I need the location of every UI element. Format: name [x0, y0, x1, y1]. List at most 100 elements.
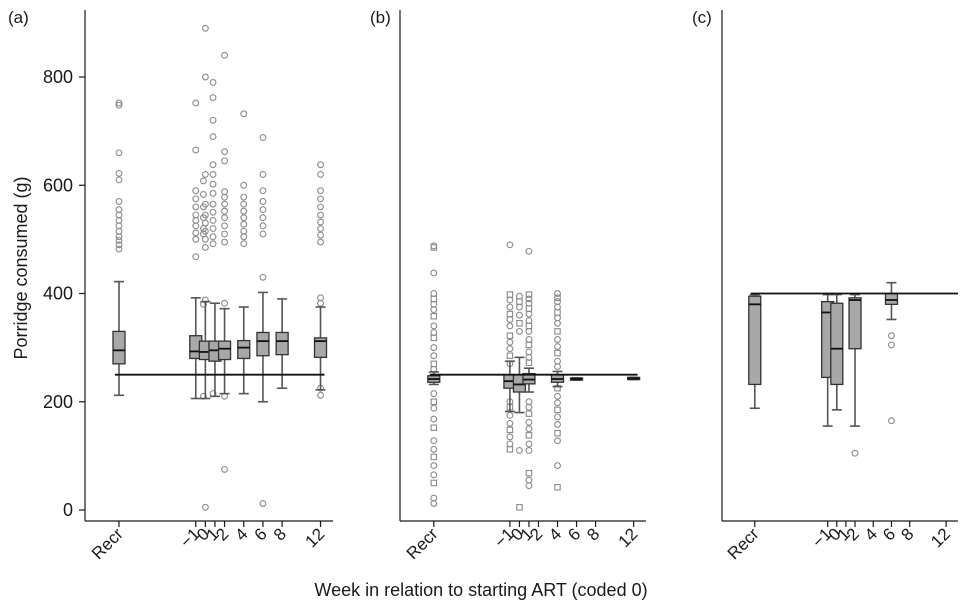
- box: [313, 337, 328, 359]
- outlier-point: [201, 227, 209, 235]
- outlier-point: [506, 411, 514, 419]
- outlier-point: [525, 317, 533, 325]
- outlier-point: [430, 352, 438, 360]
- outlier-point: [115, 176, 123, 184]
- outlier-point: [240, 181, 248, 189]
- outlier-point: [201, 235, 209, 243]
- outlier-point: [240, 240, 248, 248]
- outlier-point: [115, 241, 123, 249]
- outlier-point: [430, 500, 438, 507]
- outlier-point: [430, 306, 438, 314]
- outlier-point: [317, 391, 324, 399]
- outlier-point: [515, 292, 523, 300]
- outlier-point: [430, 479, 438, 487]
- outlier-point: [506, 440, 514, 448]
- outlier-point: [221, 193, 229, 201]
- outlier-point: [888, 417, 895, 425]
- outlier-point: [554, 413, 561, 421]
- outlier-point: [430, 360, 438, 368]
- outlier-point: [430, 462, 438, 470]
- outlier-point: [115, 101, 123, 109]
- box: [748, 295, 762, 386]
- outlier-point: [506, 296, 514, 304]
- y-axis-title: Porridge consumed (g): [11, 176, 31, 359]
- outlier-point: [506, 316, 514, 323]
- x-tick-label: 12: [927, 524, 954, 551]
- x-tick-label: 8: [270, 524, 290, 544]
- outlier-point: [430, 242, 438, 250]
- outlier-point: [115, 245, 123, 253]
- outlier-point: [506, 345, 514, 353]
- outlier-point: [192, 187, 200, 195]
- outlier-point: [209, 233, 217, 241]
- outlier-point: [525, 432, 533, 439]
- outlier-point: [317, 195, 324, 203]
- outlier-point: [221, 200, 229, 208]
- outlier-point: [525, 336, 533, 343]
- outlier-point: [515, 327, 523, 335]
- outlier-point: [317, 170, 324, 178]
- outlier-point: [525, 410, 533, 417]
- outlier-point: [430, 471, 438, 479]
- outlier-point: [515, 303, 523, 311]
- outlier-point: [199, 177, 207, 185]
- outlier-point: [209, 170, 217, 178]
- outlier-point: [506, 446, 514, 453]
- x-tick-label: 4: [861, 524, 881, 544]
- outlier-point: [209, 133, 217, 140]
- outlier-point: [259, 170, 267, 178]
- outlier-point: [430, 312, 438, 320]
- outlier-point: [430, 295, 438, 303]
- outlier-point: [515, 311, 523, 319]
- outlier-point: [851, 449, 859, 457]
- outlier-point: [221, 157, 229, 165]
- outlier-point: [525, 305, 533, 312]
- outlier-point: [259, 134, 267, 142]
- box: [848, 297, 862, 350]
- outlier-point: [554, 294, 561, 302]
- outlier-point: [888, 341, 895, 349]
- panel-label: (b): [370, 8, 391, 27]
- outlier-point: [259, 500, 267, 507]
- outlier-point: [221, 207, 229, 215]
- outlier-point: [199, 191, 207, 198]
- outlier-point: [115, 233, 123, 241]
- outlier-point: [115, 198, 123, 205]
- outlier-point: [554, 309, 561, 316]
- x-tick-label: Recr: [88, 524, 127, 563]
- outlier-point: [516, 298, 523, 305]
- outlier-point: [506, 352, 514, 359]
- y-tick-label: 200: [43, 392, 73, 412]
- outlier-point: [209, 225, 217, 233]
- x-tick-label: 12: [302, 524, 329, 551]
- outlier-point: [430, 415, 438, 423]
- outlier-point: [554, 290, 561, 297]
- outlier-point: [221, 299, 229, 307]
- outlier-point: [506, 338, 514, 346]
- outlier-point: [209, 240, 217, 248]
- outlier-point: [317, 203, 324, 211]
- outlier-point: [430, 404, 438, 412]
- outlier-point: [259, 230, 267, 238]
- x-axis-title: Week in relation to starting ART (coded …: [314, 580, 647, 600]
- outlier-point: [506, 433, 514, 441]
- outlier-point: [317, 299, 324, 307]
- outlier-point: [221, 238, 229, 246]
- y-tick-label: 0: [63, 500, 73, 520]
- outlier-point: [115, 149, 123, 157]
- outlier-point: [430, 398, 438, 405]
- outlier-point: [506, 332, 514, 339]
- outlier-point: [506, 322, 514, 330]
- outlier-point: [201, 73, 209, 81]
- outlier-point: [516, 504, 523, 511]
- outlier-point: [525, 327, 533, 335]
- outlier-point: [554, 392, 561, 400]
- outlier-point: [221, 222, 229, 230]
- outlier-point: [554, 343, 561, 350]
- outlier-point: [430, 453, 438, 461]
- panel-label: (c): [692, 8, 712, 27]
- x-tick-label: 12: [615, 524, 642, 551]
